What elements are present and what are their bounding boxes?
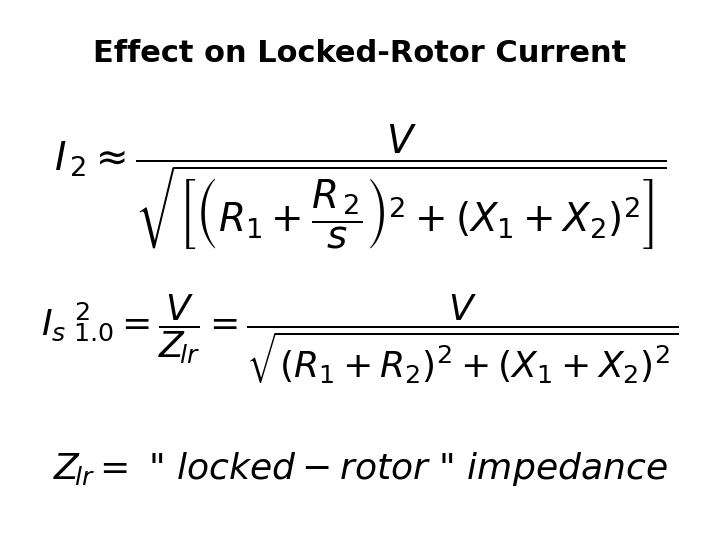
Text: $Z_{\!lr} = $ " $locked - rotor$ " $impedance$: $Z_{\!lr} = $ " $locked - rotor$ " $impe…	[53, 450, 667, 488]
Text: $I_{\,2} \approx \dfrac{V}{\sqrt{\left[\left(R_1 + \dfrac{R_{\,2}}{s}\right)^2 +: $I_{\,2} \approx \dfrac{V}{\sqrt{\left[\…	[54, 122, 666, 252]
Text: Effect on Locked-Rotor Current: Effect on Locked-Rotor Current	[94, 39, 626, 68]
Text: $I_{\substack{2 \\ s\ 1.0}} = \dfrac{V}{Z_{\!lr}} = \dfrac{V}{\sqrt{(R_1+R_2)^2+: $I_{\substack{2 \\ s\ 1.0}} = \dfrac{V}{…	[42, 293, 678, 387]
